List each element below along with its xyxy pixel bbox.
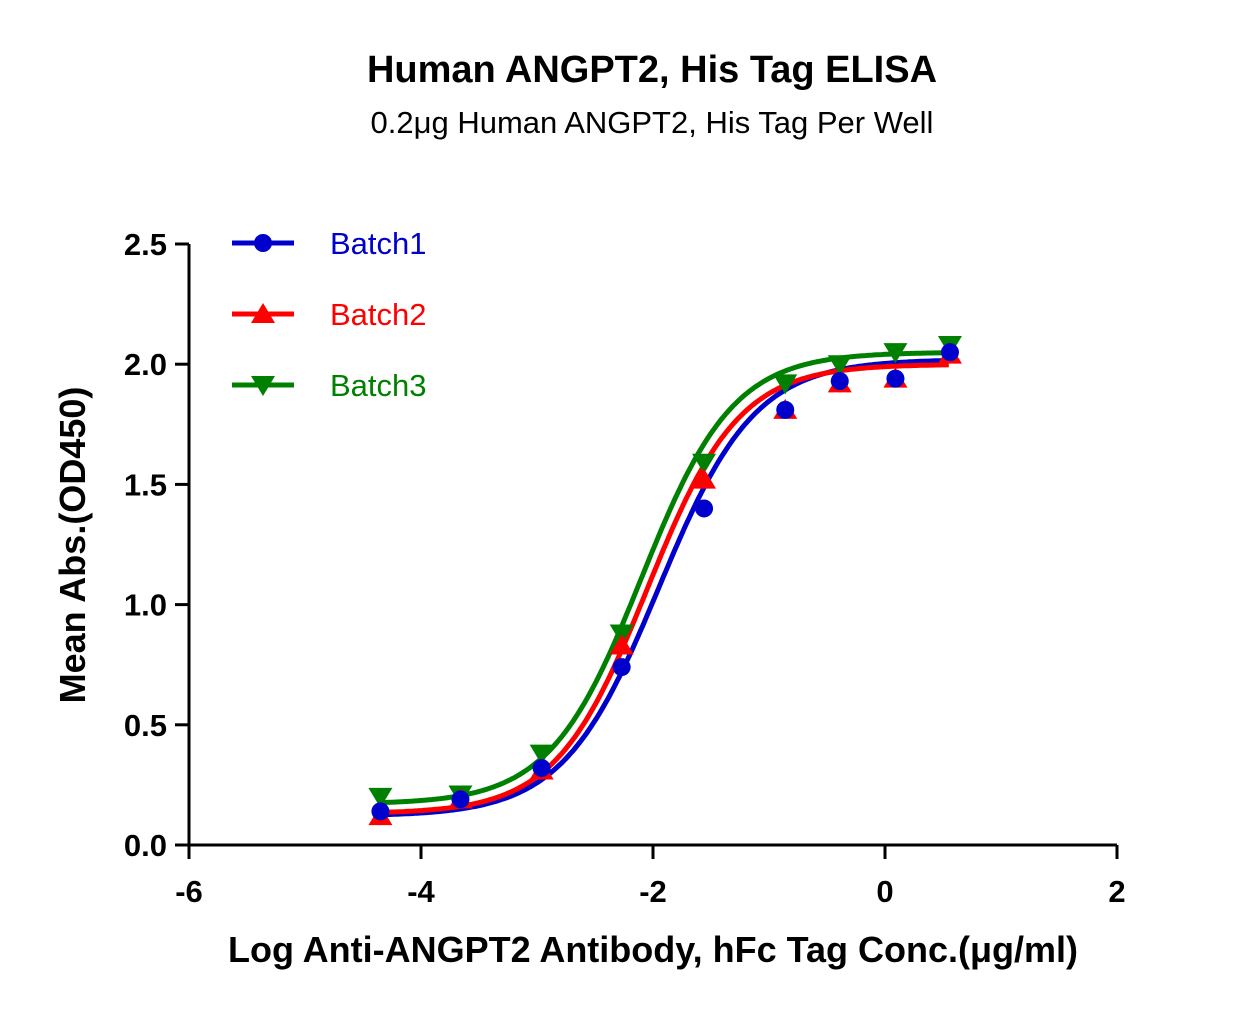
x-tick-label: 2 — [1108, 874, 1125, 909]
data-point — [368, 787, 393, 808]
data-point — [773, 374, 798, 395]
data-point — [529, 744, 554, 765]
data-point — [695, 499, 714, 518]
data-point — [251, 376, 275, 396]
y-tick-label: 1.0 — [124, 588, 167, 623]
legend-label: Batch2 — [330, 297, 427, 332]
x-tick-label: -2 — [639, 874, 667, 909]
data-point — [451, 790, 470, 809]
y-tick-label: 0.0 — [124, 828, 167, 863]
data-point — [886, 369, 905, 388]
y-tick-label: 0.5 — [124, 708, 167, 743]
y-axis-label: Mean Abs.(OD450) — [52, 387, 93, 704]
data-point — [692, 453, 717, 474]
data-point — [251, 303, 275, 323]
data-point — [692, 468, 717, 489]
fit-curve-batch1 — [380, 358, 949, 818]
data-point — [609, 634, 634, 655]
data-point — [609, 624, 634, 645]
data-point — [612, 658, 631, 677]
data-point — [532, 759, 551, 778]
fit-curve-batch3 — [380, 350, 949, 806]
legend-label: Batch1 — [330, 226, 427, 261]
data-point — [827, 355, 852, 376]
y-tick-label: 2.0 — [124, 347, 167, 382]
x-tick-label: -4 — [407, 874, 435, 909]
chart-title: Human ANGPT2, His Tag ELISA — [367, 49, 937, 91]
data-point — [883, 343, 908, 364]
y-tick-label: 2.5 — [124, 227, 167, 262]
x-tick-label: 0 — [876, 874, 893, 909]
data-point — [371, 802, 390, 821]
x-tick-label: -6 — [175, 874, 203, 909]
x-axis-label: Log Anti-ANGPT2 Antibody, hFc Tag Conc.(… — [228, 929, 1078, 970]
legend-label: Batch3 — [330, 368, 427, 403]
data-point — [940, 343, 959, 362]
data-point — [830, 372, 849, 391]
chart-subtitle: 0.2μg Human ANGPT2, His Tag Per Well — [371, 105, 934, 140]
y-tick-label: 1.5 — [124, 467, 167, 502]
fit-curve-batch2 — [380, 362, 949, 815]
data-point — [254, 234, 272, 252]
data-point — [776, 400, 795, 419]
